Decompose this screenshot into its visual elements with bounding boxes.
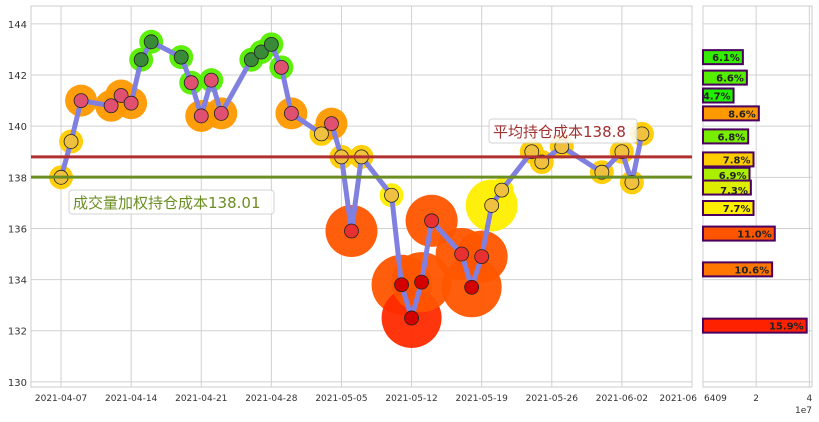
x-tick-label: 6409 [704,394,727,404]
data-point-marker [73,93,89,109]
y-tick-label: 136 [8,224,27,235]
data-point-marker [314,126,329,142]
x-tick-label: 2021-04-14 [105,394,158,404]
data-point-marker [113,88,129,103]
data-point-marker [213,105,229,121]
y-tick-label: 130 [8,378,27,389]
x-tick-label: 2021-04-21 [175,394,227,404]
data-point-marker [344,223,359,239]
data-point-marker [123,95,139,111]
volume-bar-label: 6.8% [717,132,745,143]
volume-bar [702,225,776,242]
volume-bar [702,49,744,66]
volume-bar [702,87,735,104]
data-point-marker [404,310,419,326]
volume-bar [702,261,774,278]
vwap-cost-label-box [68,189,275,215]
volume-bar [702,200,755,217]
data-point-marker [63,134,79,149]
x-tick-label: 2021-06 [659,394,697,404]
data-point-marker [143,34,159,50]
x-tick-label: 4 [806,394,812,404]
data-point-marker [263,36,279,52]
data-point-marker [414,274,429,290]
data-point-marker [534,154,550,170]
volume-bar-label: 8.6% [728,109,756,120]
data-point-marker [324,116,339,132]
data-point-marker [253,44,269,60]
vwap-cost-label: 成交量加权持仓成本138.01 [73,194,261,212]
data-point-marker [203,72,219,88]
volume-bar-label: 7.7% [723,204,751,215]
data-point-marker [614,144,630,160]
volume-bar-label: 6.1% [712,53,740,64]
volume-bar-label: 7.8% [723,155,751,166]
data-point-marker [624,175,640,190]
x-tick-label: 2021-05-12 [385,394,437,404]
y-tick-label: 132 [8,327,27,338]
x-tick-label: 2 [753,394,759,404]
data-point-marker [394,277,409,293]
x-tick-label: 2021-05-05 [315,394,367,404]
x-tick-label: 2021-05-26 [526,394,579,404]
data-point-marker [384,187,399,203]
volume-bar-label: 10.6% [734,265,769,276]
avg-cost-label: 平均持仓成本138.8 [493,123,626,141]
volume-bar [702,128,750,145]
x-tick-label: 2021-05-19 [456,394,509,404]
data-point-marker [103,98,119,114]
data-point-marker [243,52,259,68]
data-point-marker [283,105,299,121]
data-point-marker [183,75,199,91]
data-point-marker [474,249,490,264]
x-tick-label: 2021-06-02 [596,394,648,404]
volume-bar [702,69,748,86]
offset-label: 1e7 [795,406,812,416]
y-tick-label: 138 [8,173,27,184]
data-point-marker [464,279,480,295]
volume-bar-label: 6.9% [719,171,747,182]
x-tick-label: 2021-04-28 [245,394,298,404]
data-point-marker [524,144,540,160]
y-tick-label: 134 [8,276,27,287]
volume-bar-label: 4.7% [703,91,731,102]
data-point-marker [193,108,209,124]
avg-cost-label-box [488,118,638,144]
y-tick-label: 142 [8,71,27,82]
volume-bar [702,317,808,334]
data-point-marker [454,246,470,262]
data-point-marker [133,52,149,68]
y-tick-label: 144 [8,20,27,31]
y-tick-label: 140 [8,122,27,133]
data-point-marker [424,213,440,229]
price-line [58,39,645,321]
data-point-marker [273,59,289,75]
volume-bar-label: 15.9% [769,322,804,333]
volume-bar-label: 7.3% [720,186,748,197]
data-point-marker [173,49,189,65]
data-point-marker [484,198,500,213]
volume-bar-label: 6.6% [716,74,744,85]
volume-bar [702,105,760,122]
data-point-marker [494,182,510,198]
volume-bar-label: 11.0% [737,230,772,241]
x-tick-label: 2021-04-07 [35,394,87,404]
volume-bar [702,179,752,196]
volume-bar [702,151,755,168]
